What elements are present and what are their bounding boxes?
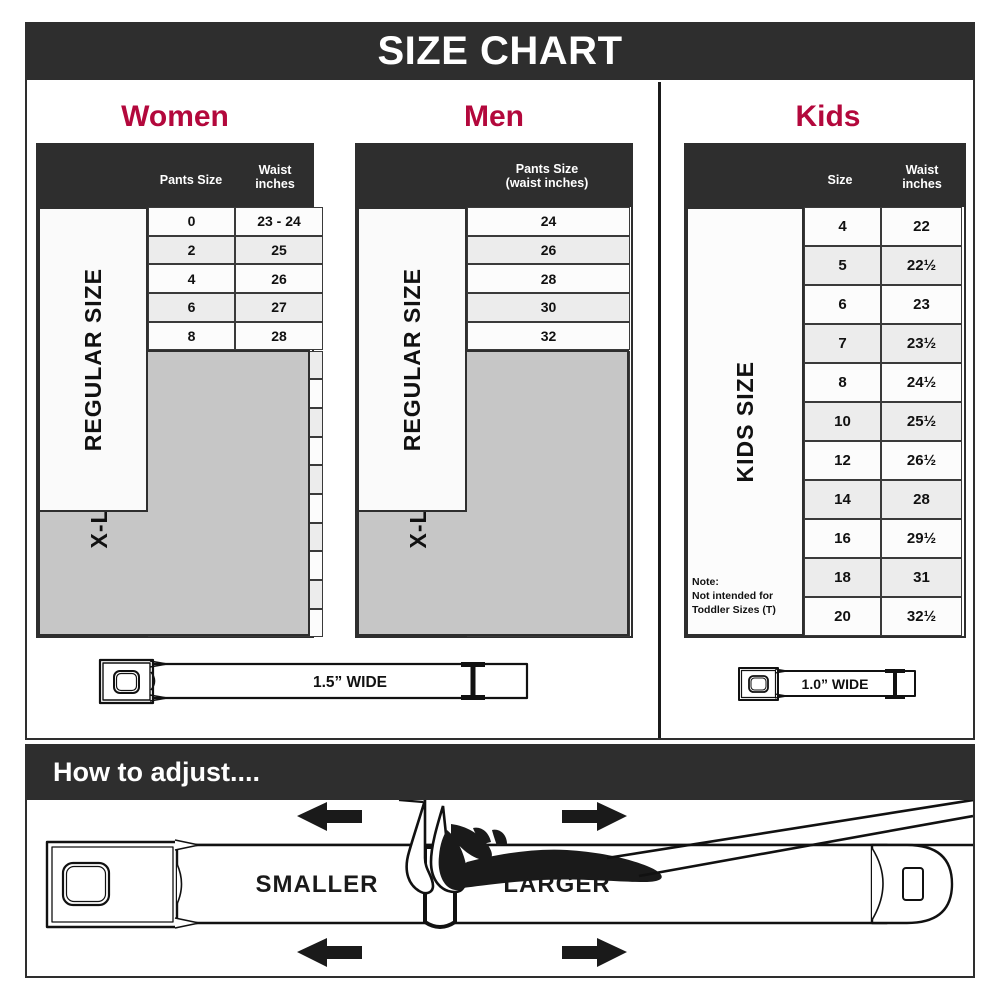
kids-cell-size: 10 (804, 402, 881, 441)
kids-section-divider (658, 82, 661, 738)
section-title-men: Men (464, 100, 524, 133)
women-cell-size: 8 (148, 321, 235, 351)
kids-cell-waist: 22½ (881, 246, 962, 285)
kids-note-line3: Toddler Sizes (T) (692, 604, 776, 617)
kids-cell-size: 6 (804, 285, 881, 324)
arrow-left-bottom (297, 938, 362, 967)
title-bar: SIZE CHART (25, 22, 975, 80)
kids-col-header-waist-line1: Waist (905, 163, 939, 177)
women-cell-size: 2 (148, 235, 235, 265)
section-title-kids: Kids (795, 100, 861, 133)
kids-cell-waist: 31 (881, 558, 962, 597)
men-side-label-regular-text: REGULAR SIZE (398, 267, 425, 452)
women-col-header-pants-size: Pants Size (159, 173, 223, 187)
label-larger: LARGER (503, 871, 610, 898)
kids-cell-waist: 32½ (881, 597, 962, 636)
kids-cell-size: 8 (804, 363, 881, 402)
kids-cell-waist: 26½ (881, 441, 962, 480)
women-cell-waist: 27 (235, 293, 323, 322)
women-col-header-waist-line2: inches (255, 177, 295, 192)
kids-cell-size: 4 (804, 207, 881, 246)
kids-col-header-size: Size (827, 173, 853, 187)
kids-cell-size: 20 (804, 597, 881, 636)
kids-note-line2: Not intended for (692, 590, 774, 603)
width-dimension-marker (461, 662, 485, 700)
kids-side-label-text: KIDS SIZE (731, 360, 758, 483)
men-cell-size: 24 (467, 207, 630, 236)
women-cell-size: 0 (148, 207, 235, 236)
women-side-label-regular: REGULAR SIZE (38, 207, 148, 512)
women-table-header: Pants Size Waist inches (38, 145, 312, 207)
women-side-label-regular-text: REGULAR SIZE (79, 267, 106, 452)
men-cell-size: 30 (467, 293, 630, 322)
belt-width-label-kids: 1.0” WIDE (802, 676, 869, 692)
kids-cell-waist: 28 (881, 480, 962, 519)
women-cell-waist: 23 - 24 (235, 207, 323, 236)
belt-illustration-kids-svg: 1.0” WIDE (738, 667, 916, 701)
how-to-adjust-bar: How to adjust.... (25, 744, 975, 800)
kids-side-label: KIDS SIZE (686, 207, 804, 636)
belt-illustration-adult-svg: 1.5” WIDE (98, 658, 529, 705)
kids-cell-size: 16 (804, 519, 881, 558)
label-smaller: SMALLER (256, 871, 379, 898)
men-side-label-regular: REGULAR SIZE (357, 207, 467, 512)
men-cell-size: 28 (467, 264, 630, 294)
kids-cell-waist: 23½ (881, 324, 962, 363)
belt-width-diagram-adult: 1.5” WIDE (95, 650, 535, 712)
kids-table-header: Size Waist inches (686, 145, 964, 207)
arrow-right-bottom (562, 938, 627, 967)
belt-width-diagram-kids: 1.0” WIDE (735, 660, 920, 708)
kids-cell-size: 14 (804, 480, 881, 519)
women-col-header-waist-line1: Waist (258, 163, 292, 177)
men-col-header: Pants Size (waist inches) (465, 162, 629, 191)
how-to-adjust-heading: How to adjust.... (53, 757, 260, 787)
kids-cell-size: 7 (804, 324, 881, 363)
men-col-header-line2: (waist inches) (505, 176, 589, 191)
kids-cell-size: 18 (804, 558, 881, 597)
women-cell-waist: 25 (235, 235, 323, 265)
women-cell-waist: 26 (235, 264, 323, 294)
men-cell-size: 32 (467, 321, 630, 351)
kids-cell-waist: 23 (881, 285, 962, 324)
kids-cell-waist: 25½ (881, 402, 962, 441)
belt-body (45, 839, 1000, 929)
men-cell-size: 26 (467, 235, 630, 265)
belt-width-label-adult: 1.5” WIDE (313, 674, 387, 691)
hand-illustration (398, 798, 974, 895)
kids-col-header-waist: Waist inches (886, 163, 958, 192)
kids-cell-waist: 24½ (881, 363, 962, 402)
section-title-women: Women (121, 100, 229, 133)
kids-cell-waist: 29½ (881, 519, 962, 558)
adjust-diagram-panel: SMALLER LARGER (25, 798, 1000, 978)
width-dimension-marker-kids (885, 669, 905, 699)
women-col-header-waist: Waist inches (236, 163, 314, 192)
arrow-left-top (297, 802, 362, 831)
page-title: SIZE CHART (377, 29, 623, 73)
women-cell-size: 4 (148, 264, 235, 294)
kids-note: Note: Not intended for Toddler Sizes (T) (692, 575, 800, 618)
kids-cell-size: 5 (804, 246, 881, 285)
arrow-right-top (562, 802, 627, 831)
adjust-illustration-svg: SMALLER LARGER (45, 798, 1000, 967)
men-table-header: Pants Size (waist inches) (357, 145, 631, 207)
women-cell-waist: 28 (235, 321, 323, 351)
women-cell-size: 6 (148, 293, 235, 322)
kids-col-header-waist-line2: inches (902, 177, 942, 192)
kids-cell-waist: 22 (881, 207, 962, 246)
kids-cell-size: 12 (804, 441, 881, 480)
kids-note-line1: Note: (692, 576, 719, 588)
men-col-header-line1: Pants Size (515, 162, 579, 176)
